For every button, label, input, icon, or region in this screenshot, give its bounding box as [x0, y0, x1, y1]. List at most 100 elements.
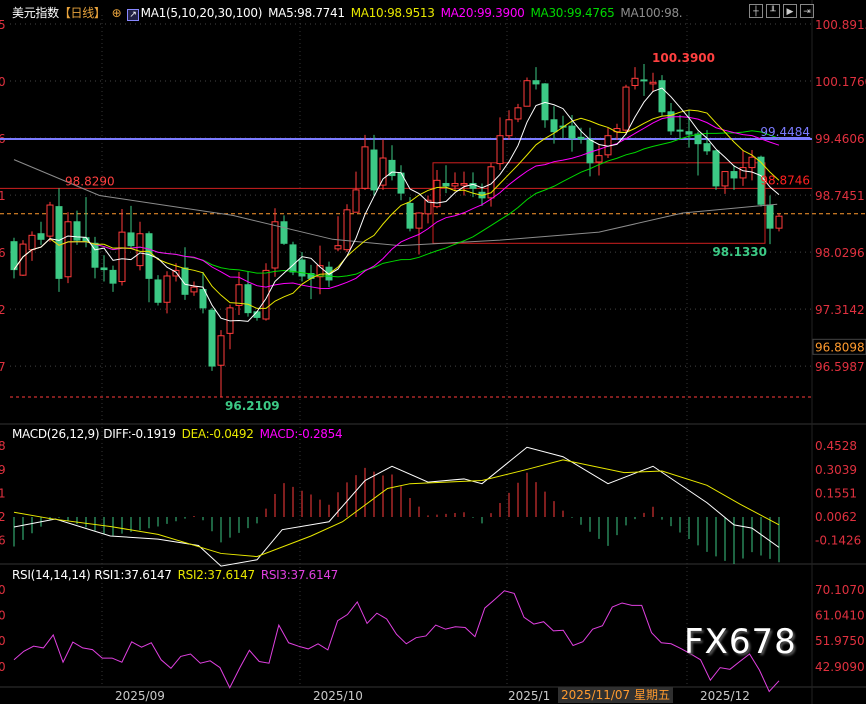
- macd-tick-cut: 1: [0, 486, 6, 500]
- candle-up: [514, 107, 522, 120]
- settings-icon[interactable]: ⊕: [111, 6, 122, 20]
- level-label-left: 98.8290: [65, 174, 115, 188]
- ma20-line: [13, 116, 780, 289]
- ma10-line: [13, 109, 780, 309]
- candle-up: [217, 335, 225, 366]
- macd-legend: MACD(26,12,9) DIFF:-0.1919 DEA:-0.0492 MACD…: [12, 427, 348, 441]
- candle-down: [640, 79, 648, 82]
- candle-down: [568, 125, 576, 139]
- candle-down: [685, 131, 693, 135]
- macd-tick-cut: 2: [0, 510, 6, 524]
- rsi-tick-cut: 0: [0, 634, 6, 648]
- candle-down: [244, 284, 252, 314]
- rsi-tick-cut: 0: [0, 660, 6, 674]
- candle-up: [19, 243, 27, 276]
- candle-down: [676, 129, 684, 132]
- x-label-sep: 2025/09: [115, 689, 165, 703]
- rsi3-value: RSI3:37.6147: [260, 568, 339, 582]
- rsi-name: RSI(14,14,14): [12, 568, 91, 582]
- y-tick-label: 96.5987: [815, 360, 865, 374]
- candle-down: [757, 156, 765, 205]
- candle-down: [541, 83, 549, 121]
- candle-up: [415, 212, 423, 229]
- crosshair-icon[interactable]: ┼: [749, 4, 763, 18]
- low-label: 96.2109: [225, 399, 280, 413]
- rsi-tick-cut: 0: [0, 583, 6, 597]
- crosshair-date-label: 2025/11/07 星期五: [558, 687, 673, 703]
- macd-tick-cut: 9: [0, 463, 6, 477]
- candle-down: [37, 233, 45, 240]
- macd-tick-label: 0.3039: [815, 463, 857, 477]
- candle-down: [91, 242, 99, 268]
- candle-up: [28, 234, 36, 251]
- exit-icon[interactable]: ⇥: [800, 4, 814, 18]
- candle-up: [118, 231, 126, 283]
- candle-down: [100, 267, 108, 271]
- candle-up: [505, 119, 513, 137]
- candle-up: [748, 156, 756, 169]
- ma100-value: MA100:98.: [620, 6, 683, 20]
- candle-down: [532, 80, 540, 85]
- candle-up: [496, 135, 504, 165]
- candle-up: [235, 284, 243, 306]
- candle-up: [433, 179, 441, 208]
- macd-tick-label: -0.1426: [815, 534, 861, 548]
- y-tick-cut: 1: [0, 189, 6, 203]
- ma5-value: MA5:98.7741: [268, 6, 345, 20]
- level-label-right: 98.8746: [760, 173, 810, 187]
- rsi1-value: RSI1:37.6147: [94, 568, 172, 582]
- candle-up: [739, 167, 747, 179]
- rsi-tick-cut: 0: [0, 609, 6, 623]
- rsi-legend: RSI(14,14,14) RSI1:37.6147 RSI2:37.6147 RSI…: [12, 568, 344, 582]
- candle-up: [163, 275, 171, 303]
- macd-tick-label: 0.0062: [815, 510, 857, 524]
- candle-down: [55, 206, 63, 279]
- candle-down: [658, 80, 666, 113]
- candle-down: [289, 244, 297, 273]
- rsi-tick-label: 61.0410: [815, 609, 865, 623]
- chart-toolbar: ┼ ╨ ▶ ⇥: [749, 4, 814, 18]
- y-tick-cut: 0: [0, 75, 6, 89]
- macd-name: MACD(26,12,9): [12, 427, 100, 441]
- candle-up: [775, 215, 783, 229]
- play-axis-icon[interactable]: ▶: [783, 4, 797, 18]
- candle-down: [154, 279, 162, 303]
- price-tag-box: [812, 338, 866, 355]
- candle-down: [109, 269, 117, 284]
- ma30-line: [13, 130, 780, 278]
- candle-up: [424, 199, 432, 215]
- candle-up: [361, 146, 369, 189]
- candle-up: [379, 157, 387, 186]
- axis-icon[interactable]: ╨: [766, 4, 780, 18]
- period-label[interactable]: 【日线】: [58, 6, 106, 20]
- y-tick-label: 98.7451: [815, 189, 865, 203]
- candle-down: [766, 204, 774, 229]
- rsi-tick-label: 51.9750: [815, 634, 865, 648]
- y-tick-cut: 7: [0, 360, 6, 374]
- candle-down: [280, 221, 288, 244]
- indicator-icon[interactable]: ↗: [127, 9, 139, 21]
- x-label-dec: 2025/12: [700, 689, 750, 703]
- candle-down: [388, 159, 396, 177]
- candle-down: [577, 136, 585, 140]
- candle-down: [370, 149, 378, 191]
- recent-low-label: 98.1330: [712, 245, 767, 259]
- candle-up: [649, 81, 657, 85]
- candle-up: [622, 86, 630, 131]
- price-tag: 96.8098: [815, 340, 865, 354]
- candle-up: [631, 77, 639, 86]
- macd-dea-line: [13, 459, 780, 558]
- rsi-line: [13, 590, 780, 693]
- candle-down: [181, 267, 189, 295]
- macd-tick-cut: 6: [0, 534, 6, 548]
- y-tick-label: 98.0296: [815, 246, 865, 260]
- candle-down: [406, 202, 414, 229]
- candle-up: [262, 269, 270, 320]
- macd-diff-line: [13, 446, 780, 567]
- rsi2-value: RSI2:37.6147: [177, 568, 256, 582]
- candle-up: [595, 155, 603, 163]
- candle-up: [136, 233, 144, 267]
